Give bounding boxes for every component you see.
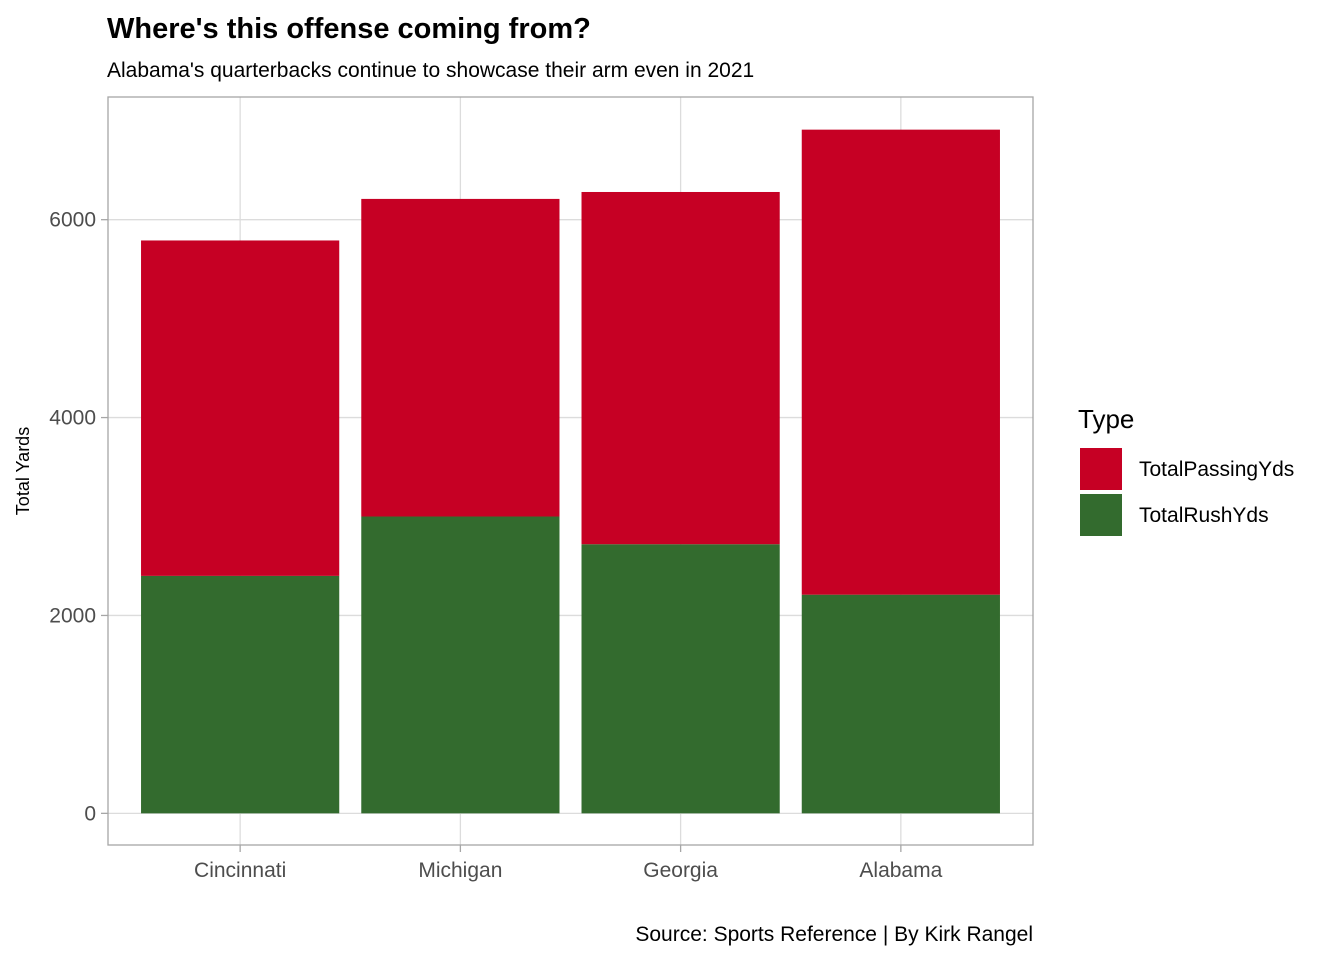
bar-totalpassingyds-cincinnati [141,240,340,576]
legend-label: TotalRushYds [1139,504,1269,527]
chart-subtitle: Alabama's quarterbacks continue to showc… [107,59,754,82]
x-tick-label: Georgia [643,859,718,882]
legend: Type TotalPassingYds TotalRushYds [1078,404,1294,536]
x-tick-label: Cincinnati [194,859,286,882]
x-tick-label: Alabama [859,859,942,882]
bar-totalpassingyds-georgia [581,191,780,545]
y-tick-label: 2000 [49,604,96,627]
x-axis: Cincinnati Michigan Georgia Alabama [194,845,943,882]
bar-totalrushyds-alabama [801,594,1000,814]
bar-totalrushyds-cincinnati [141,575,340,814]
y-tick-label: 6000 [49,209,96,232]
chart-title: Where's this offense coming from? [107,13,591,45]
legend-title: Type [1078,404,1134,434]
plot-panel-border [107,96,1034,846]
chart-caption: Source: Sports Reference | By Kirk Range… [635,923,1033,946]
legend-label: TotalPassingYds [1139,458,1294,481]
bar-totalrushyds-georgia [581,544,780,814]
bar-totalpassingyds-michigan [361,198,560,517]
bars [141,129,1000,814]
y-axis-title: Total Yards [13,427,33,515]
bar-totalpassingyds-alabama [801,129,1000,595]
legend-key-totalrushyds [1080,494,1122,536]
legend-key-totalpassingyds [1080,448,1122,490]
x-tick-label: Michigan [418,859,502,882]
y-tick-label: 0 [84,802,96,825]
y-tick-label: 4000 [49,407,96,430]
y-axis: 0 2000 4000 6000 [49,209,108,825]
bar-totalrushyds-michigan [361,516,560,814]
